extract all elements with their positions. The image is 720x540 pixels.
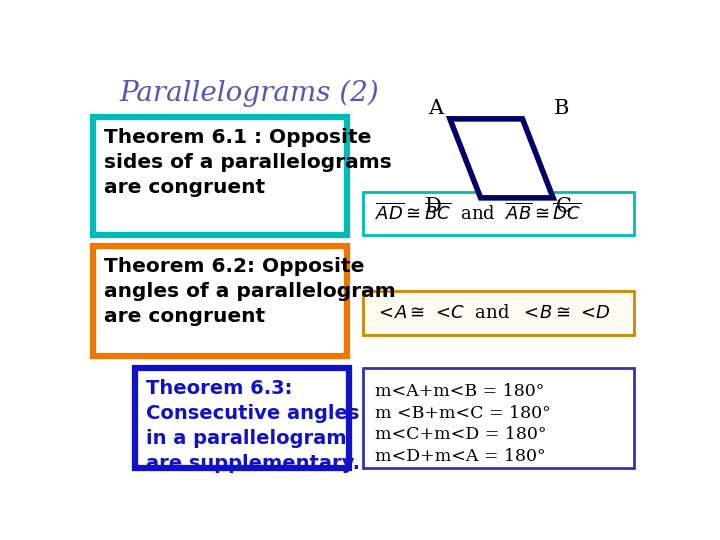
FancyBboxPatch shape bbox=[364, 292, 634, 335]
Text: $\overline{AD} \cong \overline{BC}$  and  $\overline{AB} \cong \overline{DC}$: $\overline{AD} \cong \overline{BC}$ and … bbox=[374, 203, 580, 225]
Text: m <B+m<C = 180°: m <B+m<C = 180° bbox=[374, 404, 550, 422]
Polygon shape bbox=[450, 119, 553, 198]
FancyBboxPatch shape bbox=[364, 368, 634, 468]
FancyBboxPatch shape bbox=[364, 192, 634, 235]
Text: A: A bbox=[428, 99, 444, 118]
Text: m<D+m<A = 180°: m<D+m<A = 180° bbox=[374, 448, 545, 465]
Text: $<\!A \cong\, <\!C$  and  $<\!B \cong\, <\!D$: $<\!A \cong\, <\!C$ and $<\!B \cong\, <\… bbox=[374, 305, 611, 322]
Text: m<C+m<D = 180°: m<C+m<D = 180° bbox=[374, 426, 546, 443]
Text: m<A+m<B = 180°: m<A+m<B = 180° bbox=[374, 383, 544, 400]
FancyBboxPatch shape bbox=[93, 246, 347, 356]
Text: B: B bbox=[554, 99, 570, 118]
Text: Parallelograms (2): Parallelograms (2) bbox=[119, 79, 379, 107]
FancyBboxPatch shape bbox=[93, 117, 347, 235]
Text: C: C bbox=[557, 197, 572, 215]
Text: Theorem 6.3:
Consecutive angles
in a parallelogram
are supplementary.: Theorem 6.3: Consecutive angles in a par… bbox=[145, 379, 360, 472]
Text: Theorem 6.2: Opposite
angles of a parallelogram
are congruent: Theorem 6.2: Opposite angles of a parall… bbox=[104, 257, 396, 326]
FancyBboxPatch shape bbox=[135, 368, 349, 468]
Text: D: D bbox=[425, 197, 441, 215]
Text: Theorem 6.1 : Opposite
sides of a parallelograms
are congruent: Theorem 6.1 : Opposite sides of a parall… bbox=[104, 128, 392, 197]
